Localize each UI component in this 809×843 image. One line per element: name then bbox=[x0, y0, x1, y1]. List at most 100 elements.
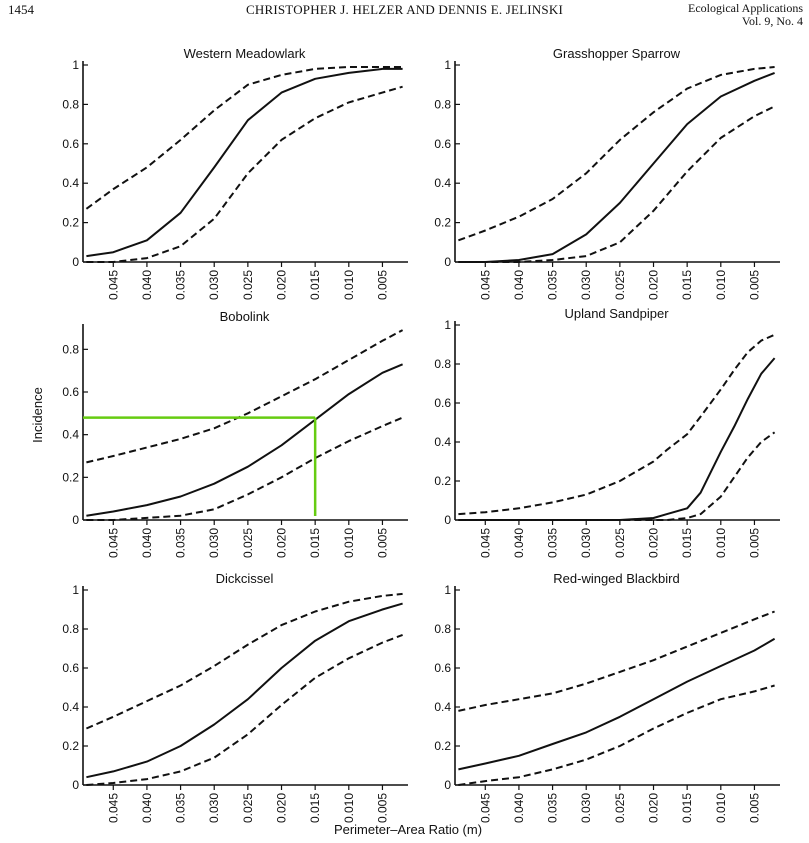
chart-panel-3: Bobolink 0 0.2 0.4 0.6 0.8 0.045 0.040 0.035 0.03… bbox=[62, 309, 408, 558]
y-axis-label: Incidence bbox=[30, 387, 45, 443]
y-tick-label: 1 bbox=[72, 583, 79, 597]
x-tick-label: 0.030 bbox=[579, 528, 593, 558]
panel-title: Dickcissel bbox=[216, 571, 274, 586]
x-tick-label: 0.020 bbox=[275, 793, 289, 823]
x-tick-label: 0.030 bbox=[579, 270, 593, 300]
x-tick-label: 0.035 bbox=[174, 270, 188, 300]
x-tick-label: 0.015 bbox=[308, 793, 322, 823]
x-tick-label: 0.030 bbox=[207, 528, 221, 558]
journal-info: Ecological Applications Vol. 9, No. 4 bbox=[688, 2, 803, 28]
x-tick-label: 0.020 bbox=[647, 528, 661, 558]
y-tick-label: 0.8 bbox=[434, 622, 451, 636]
y-tick-label: 0.8 bbox=[434, 97, 451, 111]
y-tick-label: 0.8 bbox=[62, 97, 79, 111]
y-tick-label: 0.8 bbox=[434, 357, 451, 371]
page-number: 1454 bbox=[8, 2, 34, 17]
x-tick-label: 0.010 bbox=[714, 793, 728, 823]
lower-ci-line bbox=[458, 684, 775, 786]
y-tick-label: 0 bbox=[444, 513, 451, 527]
x-tick-label: 0.015 bbox=[680, 528, 694, 558]
upper-ci-line bbox=[458, 66, 775, 242]
x-tick-label: 0.015 bbox=[308, 270, 322, 300]
x-tick-label: 0.045 bbox=[106, 793, 120, 823]
y-tick-label: 0.2 bbox=[434, 216, 451, 230]
incidence-line bbox=[86, 67, 403, 258]
x-axis-label: Perimeter–Area Ratio (m) bbox=[334, 822, 482, 837]
x-tick-label: 0.010 bbox=[714, 528, 728, 558]
x-tick-label: 0.005 bbox=[747, 528, 761, 558]
x-tick-label: 0.025 bbox=[613, 528, 627, 558]
y-tick-label: 1 bbox=[444, 583, 451, 597]
x-tick-label: 0.035 bbox=[174, 793, 188, 823]
chart-panel-2: Grasshopper Sparrow 0 0.2 0.4 0.6 0.8 1 0.045 0.… bbox=[434, 46, 780, 300]
upper-ci-line bbox=[85, 66, 403, 210]
upper-ci-line bbox=[458, 333, 775, 516]
lower-ci-line bbox=[86, 416, 403, 521]
x-tick-label: 0.040 bbox=[140, 528, 154, 558]
x-tick-label: 0.005 bbox=[747, 793, 761, 823]
running-header-authors: CHRISTOPHER J. HELZER AND DENNIS E. JELI… bbox=[246, 2, 563, 17]
x-tick-label: 0.035 bbox=[546, 528, 560, 558]
x-tick-label: 0.020 bbox=[275, 528, 289, 558]
lower-ci-line bbox=[458, 431, 776, 521]
x-tick-label: 0.030 bbox=[579, 793, 593, 823]
y-tick-label: 0.6 bbox=[434, 661, 451, 675]
x-tick-label: 0.040 bbox=[140, 270, 154, 300]
x-tick-label: 0.040 bbox=[512, 528, 526, 558]
x-tick-label: 0.015 bbox=[680, 793, 694, 823]
x-tick-label: 0.020 bbox=[647, 793, 661, 823]
x-tick-label: 0.010 bbox=[714, 270, 728, 300]
x-tick-label: 0.025 bbox=[241, 270, 255, 300]
journal-title: Ecological Applications bbox=[688, 1, 803, 15]
panel-title: Red-winged Blackbird bbox=[553, 571, 679, 586]
chart-panel-6: Red-winged Blackbird 0 0.2 0.4 0.6 0.8 1 0.045 0… bbox=[434, 571, 780, 823]
y-tick-label: 1 bbox=[444, 318, 451, 332]
upper-ci-line bbox=[86, 592, 403, 730]
y-tick-label: 0 bbox=[444, 778, 451, 792]
incidence-line bbox=[86, 363, 403, 517]
y-tick-label: 0.2 bbox=[62, 216, 79, 230]
y-tick-label: 0 bbox=[444, 255, 451, 269]
x-tick-label: 0.020 bbox=[275, 270, 289, 300]
y-tick-label: 0.6 bbox=[62, 385, 79, 399]
x-tick-label: 0.035 bbox=[546, 270, 560, 300]
x-tick-label: 0.045 bbox=[478, 528, 492, 558]
x-tick-label: 0.040 bbox=[140, 793, 154, 823]
x-tick-label: 0.005 bbox=[747, 270, 761, 300]
y-tick-label: 0.8 bbox=[62, 342, 79, 356]
x-tick-label: 0.030 bbox=[207, 793, 221, 823]
x-tick-label: 0.040 bbox=[512, 793, 526, 823]
incidence-line bbox=[458, 71, 775, 263]
incidence-line bbox=[86, 602, 403, 779]
y-tick-label: 0.4 bbox=[434, 700, 451, 714]
y-tick-label: 0.6 bbox=[434, 137, 451, 151]
x-tick-label: 0.040 bbox=[512, 270, 526, 300]
y-tick-label: 0.6 bbox=[434, 396, 451, 410]
x-tick-label: 0.045 bbox=[106, 270, 120, 300]
x-tick-label: 0.015 bbox=[308, 528, 322, 558]
y-tick-label: 0 bbox=[72, 255, 79, 269]
incidence-line bbox=[458, 357, 776, 521]
x-tick-label: 0.005 bbox=[375, 793, 389, 823]
panel-title: Bobolink bbox=[220, 309, 270, 324]
y-tick-label: 0.6 bbox=[62, 137, 79, 151]
x-tick-label: 0.035 bbox=[546, 793, 560, 823]
x-tick-label: 0.025 bbox=[241, 528, 255, 558]
chart-panel-5: Dickcissel 0 0.2 0.4 0.6 0.8 1 0.045 0.040 0.035 0… bbox=[62, 571, 408, 823]
y-tick-label: 0.2 bbox=[62, 470, 79, 484]
x-tick-label: 0.020 bbox=[647, 270, 661, 300]
x-tick-label: 0.015 bbox=[680, 270, 694, 300]
y-tick-label: 0.2 bbox=[62, 739, 79, 753]
lower-ci-line bbox=[458, 105, 776, 263]
y-tick-label: 0.4 bbox=[434, 176, 451, 190]
panel-title: Upland Sandpiper bbox=[564, 306, 669, 321]
x-tick-label: 0.045 bbox=[106, 528, 120, 558]
lower-ci-line bbox=[86, 85, 403, 263]
chart-panel-4: Upland Sandpiper 0 0.2 0.4 0.6 0.8 1 0.045 0.040… bbox=[434, 306, 780, 558]
incidence-line bbox=[458, 637, 776, 771]
panel-title: Western Meadowlark bbox=[184, 46, 306, 61]
panel-title: Grasshopper Sparrow bbox=[553, 46, 681, 61]
x-tick-label: 0.045 bbox=[478, 270, 492, 300]
upper-ci-line bbox=[86, 329, 404, 464]
x-tick-label: 0.010 bbox=[342, 793, 356, 823]
